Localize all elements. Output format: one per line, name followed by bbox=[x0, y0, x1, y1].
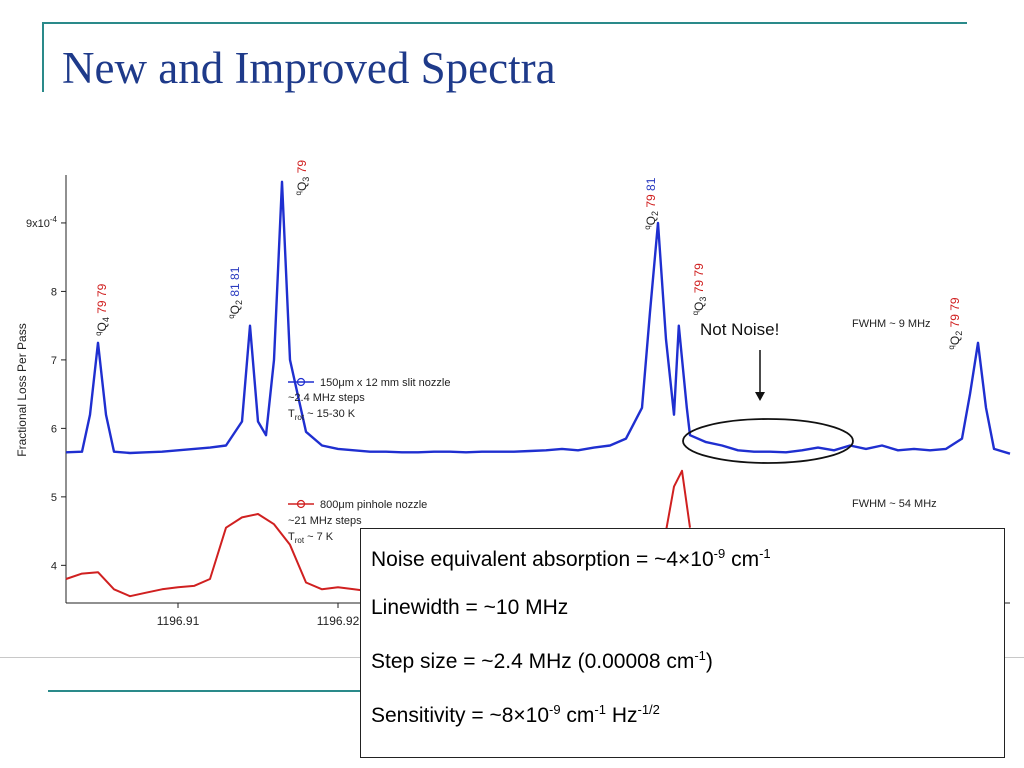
y-axis-label: Fractional Loss Per Pass bbox=[15, 323, 29, 456]
legend-slit-trot: Trot ~ 15-30 K bbox=[288, 408, 356, 422]
peak-label-5: qQ2 79 79 bbox=[947, 297, 964, 350]
title-rule-horizontal bbox=[42, 22, 967, 24]
legend-pinhole-trot-sub: rot bbox=[295, 536, 305, 545]
peak-label-0: qQ4 79 79 bbox=[94, 283, 111, 336]
y-tick-label-3: 6 bbox=[51, 423, 57, 435]
legend-slit-trot-sub: rot bbox=[295, 413, 305, 422]
y-tick-label-5: 4 bbox=[51, 560, 57, 572]
spectra-chart: 9x10-4 8 7 6 5 4 1196.91 1196.92 Fractional Lo… bbox=[15, 160, 1011, 628]
y-tick-label-2: 7 bbox=[51, 355, 57, 367]
not-noise-ellipse bbox=[682, 418, 854, 464]
legend-pinhole-prefix: 800 bbox=[320, 499, 338, 511]
x-ticks: 1196.91 1196.92 bbox=[157, 603, 360, 628]
sens-end-exp: -1/2 bbox=[637, 702, 660, 717]
legend-slit: 150μm x 12 mm slit nozzle ~2.4 MHz steps… bbox=[288, 377, 450, 422]
legend-slit-unit: μ bbox=[338, 377, 344, 389]
legend-slit-steps: ~2.4 MHz steps bbox=[288, 392, 365, 404]
sens-end: Hz bbox=[605, 704, 638, 727]
fwhm-red-label: FWHM ~ 54 MHz bbox=[852, 498, 937, 510]
peak-labels: qQ4 79 79 qQ2 81 81 qQ3 79 81 qQ2 79 81 qQ3 … bbox=[94, 160, 964, 350]
legend-pinhole-label: 800μm pinhole nozzle bbox=[320, 499, 427, 511]
sens-prefix: Sensitivity = ~8×10 bbox=[371, 704, 550, 727]
series-line-0 bbox=[65, 180, 1011, 455]
step-exp: -1 bbox=[694, 648, 706, 663]
legend-pinhole: 800μm pinhole nozzle ~21 MHz steps Trot … bbox=[288, 499, 427, 545]
info-box: Noise equivalent absorption = ~4×10-9 cm… bbox=[360, 528, 1005, 758]
step-size-line: Step size = ~2.4 MHz (0.00008 cm-1) bbox=[371, 641, 1004, 677]
noise-unit: cm bbox=[725, 548, 760, 571]
legend-slit-rest: m x 12 mm slit nozzle bbox=[345, 377, 451, 389]
step-prefix: Step size = ~2.4 MHz (0.00008 cm bbox=[371, 650, 695, 673]
footer-rule-teal bbox=[48, 690, 360, 692]
legend-slit-label: 150μm x 12 mm slit nozzle bbox=[320, 377, 450, 389]
peak-label-1: qQ2 81 81 bbox=[227, 266, 244, 319]
legend-slit-marker bbox=[296, 377, 306, 387]
title-rule-vertical bbox=[42, 22, 44, 92]
y-tick-label-4: 5 bbox=[51, 492, 57, 504]
legend-pinhole-trot-rest: ~ 7 K bbox=[304, 531, 334, 543]
y-tick-exponent-base: 9x10 bbox=[26, 218, 50, 230]
sens-mid: cm bbox=[560, 704, 595, 727]
not-noise-label: Not Noise! bbox=[700, 320, 779, 339]
legend-pinhole-trot: Trot ~ 7 K bbox=[288, 531, 334, 545]
x-tick-label-0: 1196.91 bbox=[157, 614, 200, 628]
x-tick-label-1: 1196.92 bbox=[317, 614, 360, 628]
sens-mid-exp: -1 bbox=[594, 702, 606, 717]
sensitivity-line: Sensitivity = ~8×10-9 cm-1 Hz-1/2 bbox=[371, 695, 1004, 731]
noise-unit-exp: -1 bbox=[759, 546, 771, 561]
legend-slit-trot-rest: ~ 15-30 K bbox=[304, 408, 356, 420]
legend-pinhole-unit: μ bbox=[338, 499, 344, 511]
legend-pinhole-steps: ~21 MHz steps bbox=[288, 515, 362, 527]
y-ticks: 9x10-4 8 7 6 5 4 bbox=[26, 215, 66, 572]
peak-label-4: qQ3 79 79 bbox=[691, 263, 708, 316]
y-tick-exponent-sup: -4 bbox=[50, 215, 58, 224]
noise-prefix: Noise equivalent absorption = ~4×10 bbox=[371, 548, 714, 571]
legend-slit-prefix: 150 bbox=[320, 377, 338, 389]
peak-label-3: qQ2 79 81 bbox=[643, 177, 660, 230]
slide-title: New and Improved Spectra bbox=[62, 43, 556, 93]
series-line-2 bbox=[665, 469, 691, 532]
sens-exp: -9 bbox=[549, 702, 561, 717]
legend-pinhole-rest: m pinhole nozzle bbox=[345, 499, 428, 511]
linewidth-line: Linewidth = ~10 MHz bbox=[371, 596, 569, 619]
peak-label-2: qQ3 79 81 bbox=[294, 160, 311, 196]
fwhm-blue-label: FWHM ~ 9 MHz bbox=[852, 318, 931, 330]
y-tick-label-1: 8 bbox=[51, 286, 57, 298]
noise-exp: -9 bbox=[713, 546, 726, 561]
y-tick-label-0: 9x10-4 bbox=[26, 215, 58, 230]
step-suffix: ) bbox=[705, 650, 713, 673]
noise-equivalent-line: Noise equivalent absorption = ~4×10-9 cm… bbox=[371, 539, 1004, 575]
not-noise-arrowhead bbox=[755, 392, 765, 401]
legend-pinhole-marker bbox=[296, 499, 306, 509]
